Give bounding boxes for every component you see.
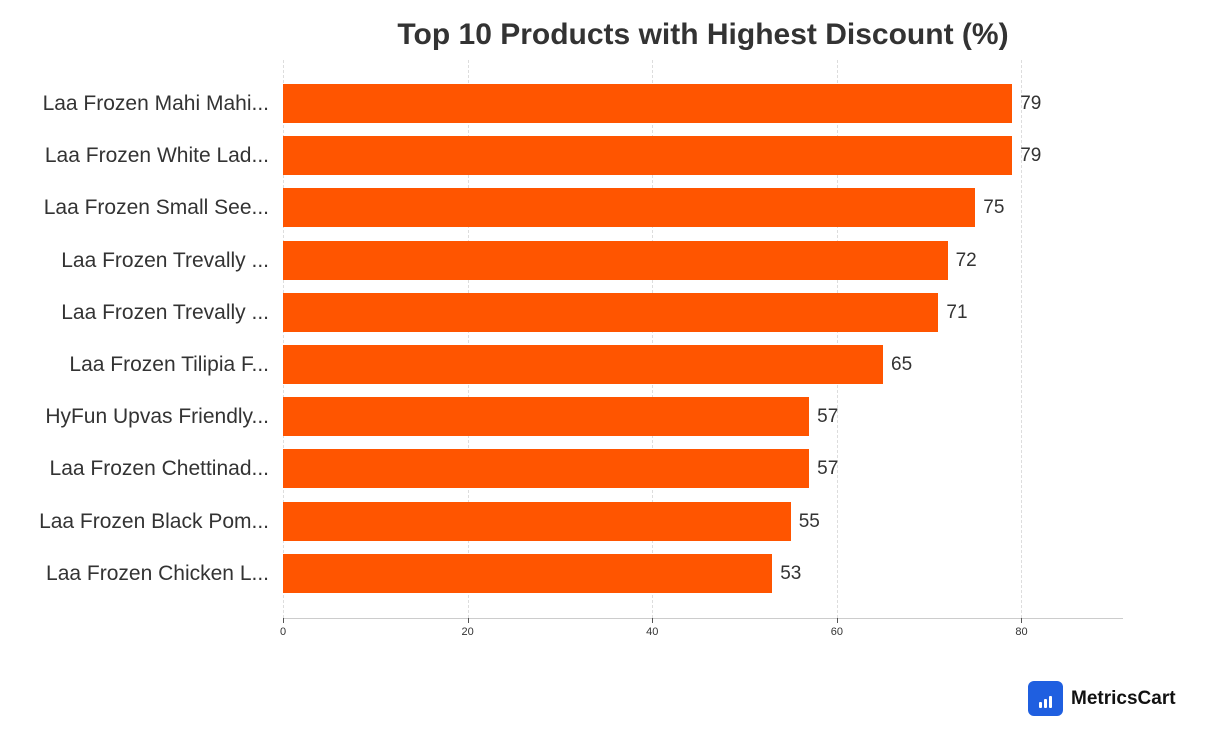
x-tick: [467, 618, 469, 623]
value-label: 79: [1020, 93, 1042, 114]
value-label: 71: [946, 301, 968, 323]
value-label: 55: [798, 510, 820, 532]
value-label: 65: [891, 354, 913, 375]
x-tick-label: 0: [279, 626, 287, 638]
bar: [283, 240, 948, 280]
value-label: 57: [817, 406, 839, 428]
gridline: [283, 60, 284, 618]
chart-bars-icon: [1028, 681, 1063, 716]
x-tick-label: 20: [461, 626, 474, 638]
value-label: 75: [983, 197, 1005, 219]
category-label: Laa Frozen Trevally ...: [61, 248, 269, 272]
bar: [283, 553, 773, 593]
category-label: HyFun Upvas Friendly...: [45, 405, 269, 429]
category-label: Laa Frozen Mahi Mahi...: [42, 92, 269, 115]
gridline: [836, 60, 838, 618]
x-tick: [1021, 618, 1023, 623]
brand-name: MetricsCart: [1071, 687, 1176, 709]
category-label: Laa Frozen Small See...: [43, 196, 269, 220]
x-tick-label: 60: [830, 626, 843, 638]
bar: [283, 397, 810, 437]
gridline: [1021, 60, 1023, 618]
bar: [283, 345, 883, 384]
bar: [283, 292, 939, 332]
bar: [283, 501, 791, 541]
gridline: [467, 60, 469, 618]
category-label: Laa Frozen Chettinad...: [49, 457, 269, 481]
chart-title: Top 10 Products with Highest Discount (%…: [397, 18, 1009, 51]
bar: [283, 188, 976, 228]
category-label: Laa Frozen White Lad...: [44, 144, 269, 168]
x-tick: [836, 618, 838, 623]
x-tick: [652, 618, 654, 623]
category-label: Laa Frozen Trevally ...: [61, 300, 269, 324]
plot-area: [283, 60, 1123, 618]
bar: [283, 449, 810, 489]
value-label: 57: [817, 458, 839, 480]
gridline: [652, 60, 654, 618]
value-label: 53: [780, 562, 802, 584]
bar: [283, 136, 1013, 176]
brand-logo: MetricsCart: [1028, 681, 1176, 716]
x-tick: [283, 618, 284, 623]
x-tick-label: 40: [646, 626, 659, 638]
category-label: Laa Frozen Chicken L...: [46, 561, 269, 585]
value-label: 72: [955, 249, 977, 271]
category-label: Laa Frozen Tilipia F...: [69, 353, 269, 376]
value-label: 79: [1020, 145, 1042, 167]
category-label: Laa Frozen Black Pom...: [39, 509, 269, 533]
bar: [283, 84, 1013, 123]
x-axis-line: [283, 618, 1123, 619]
x-tick-label: 80: [1015, 626, 1028, 638]
